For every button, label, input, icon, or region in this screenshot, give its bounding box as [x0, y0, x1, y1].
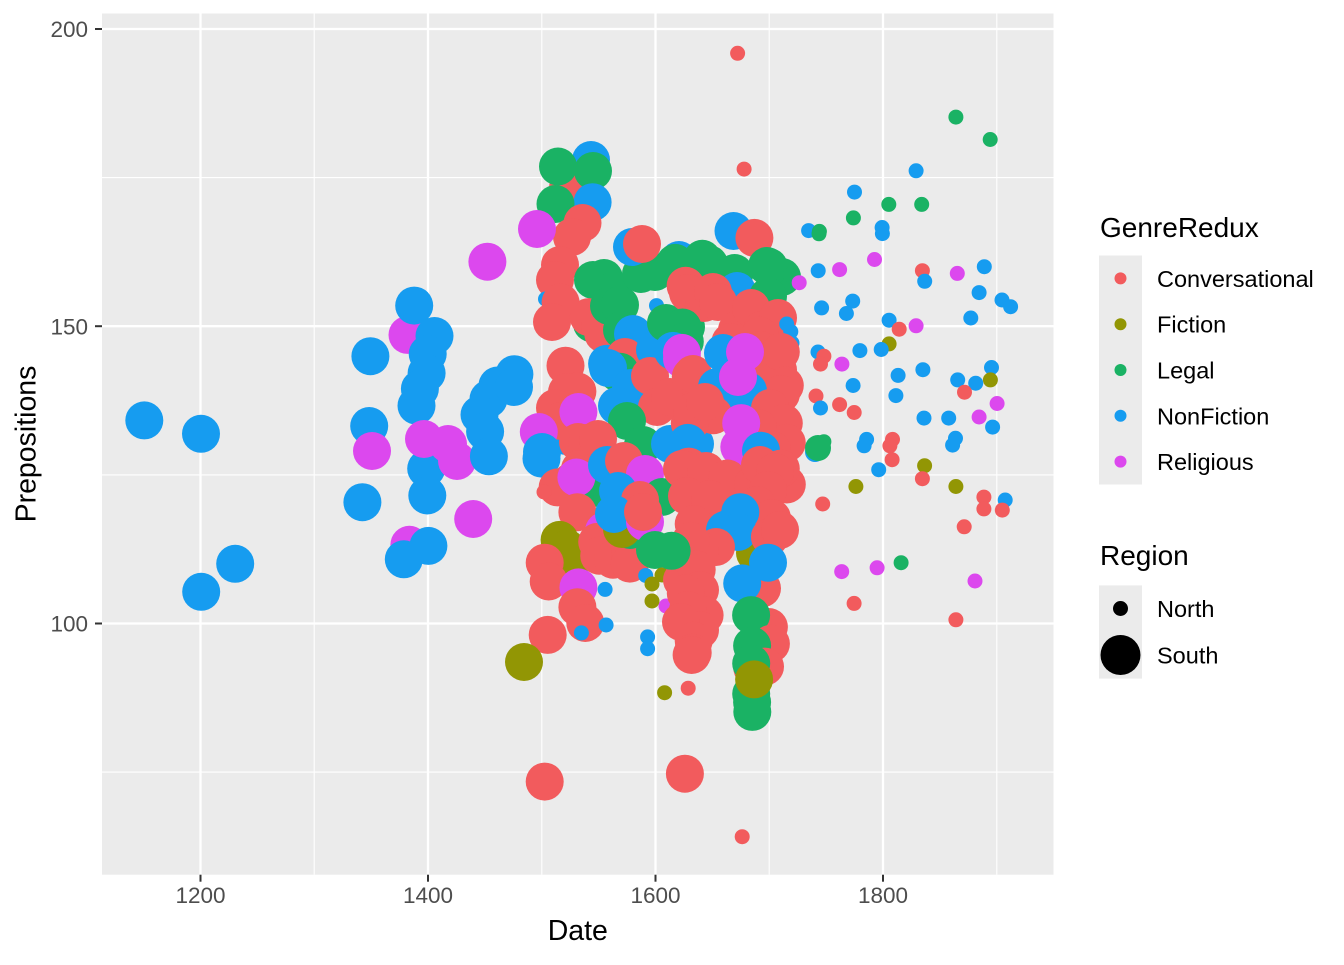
svg-text:Region: Region: [1100, 540, 1189, 571]
svg-text:Conversational: Conversational: [1157, 266, 1314, 292]
svg-text:200: 200: [50, 17, 88, 42]
svg-text:Religious: Religious: [1157, 449, 1254, 475]
svg-text:150: 150: [50, 314, 88, 339]
svg-text:GenreRedux: GenreRedux: [1100, 212, 1259, 243]
svg-text:1600: 1600: [630, 883, 680, 908]
svg-text:100: 100: [50, 612, 88, 637]
svg-text:1400: 1400: [403, 883, 453, 908]
svg-text:Prepositions: Prepositions: [11, 366, 43, 523]
svg-text:South: South: [1157, 643, 1218, 669]
svg-text:Date: Date: [548, 915, 608, 947]
svg-text:North: North: [1157, 596, 1214, 622]
svg-text:1800: 1800: [858, 883, 908, 908]
svg-text:NonFiction: NonFiction: [1157, 403, 1269, 429]
svg-text:1200: 1200: [175, 883, 225, 908]
svg-text:Fiction: Fiction: [1157, 312, 1226, 338]
svg-text:Legal: Legal: [1157, 358, 1215, 384]
